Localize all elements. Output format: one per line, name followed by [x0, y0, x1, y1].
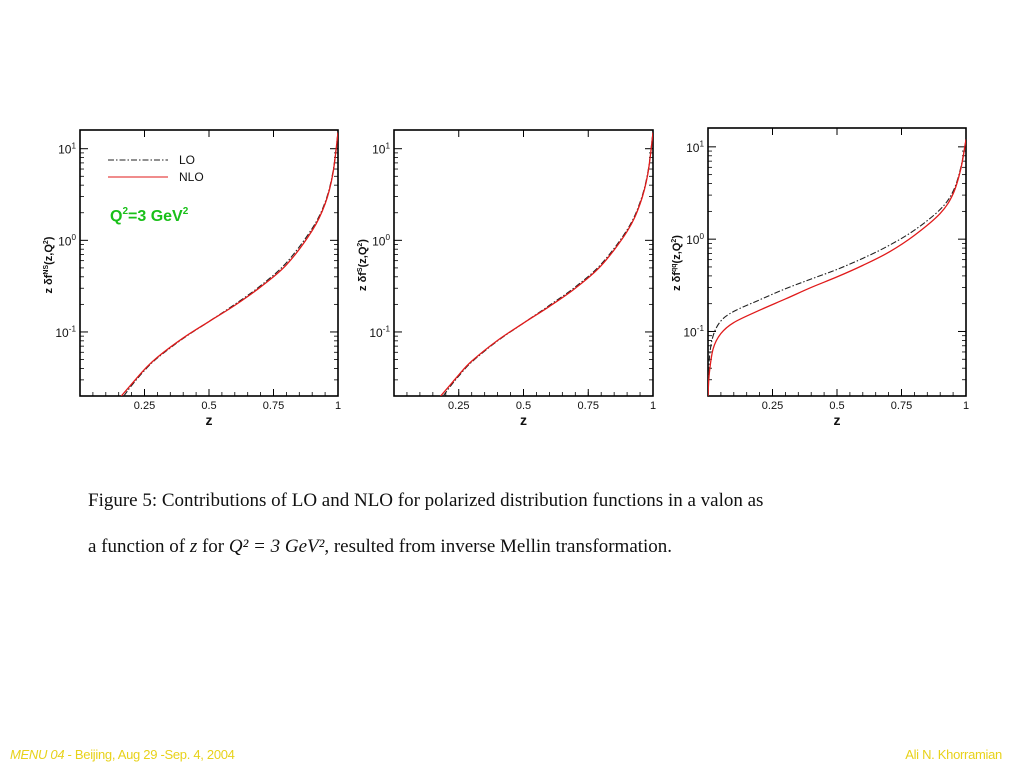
x-tick-label: 0.75: [263, 400, 284, 412]
x-axis-label: z: [834, 412, 841, 428]
y-axis-label: z δfqq(z,Q2): [671, 235, 683, 291]
caption-math: Q² = 3 GeV²: [228, 536, 325, 557]
footer-conference-name: MENU 04: [10, 747, 65, 762]
plot-frame: [707, 127, 967, 397]
series-lo-line: [123, 132, 338, 396]
y-axis-label: z δfNS(z,Q2): [43, 236, 55, 293]
x-tick-label: 0.5: [516, 400, 531, 412]
y-tick-label: 10-1: [683, 324, 704, 339]
caption-line-2: a function of z for Q² = 3 GeV², resulte…: [88, 536, 673, 557]
x-tick-label: 1: [335, 400, 341, 412]
y-axis-label: z δfS(z,Q2): [357, 239, 369, 291]
series-nlo-line: [440, 132, 653, 396]
footer-conference-details: - Beijing, Aug 29 -Sep. 4, 2004: [64, 747, 235, 762]
x-tick-label: 0.5: [829, 400, 844, 412]
y-tick-label: 101: [686, 139, 704, 154]
footer-conference: MENU 04 - Beijing, Aug 29 -Sep. 4, 2004: [10, 747, 235, 762]
chart-panel-2: 0.25 0.5 0.75 1 z 10-1 100 101 z δfS(z,Q2): [357, 129, 656, 428]
y-tick-label: 10-1: [55, 325, 76, 340]
series-nlo-line: [708, 139, 966, 396]
x-tick-label: 1: [650, 400, 656, 412]
x-tick-label: 0.25: [448, 400, 469, 412]
caption-line-1: Figure 5: Contributions of LO and NLO fo…: [88, 490, 764, 511]
y-tick-label: 101: [58, 141, 76, 156]
legend: LO NLO: [108, 153, 204, 184]
x-tick-label: 0.25: [762, 400, 783, 412]
series-lo-line: [442, 132, 653, 396]
figure-panels: 0.25 0.5 0.75 1 z 10-1 100 101 z δfNS(z,Q2) LO NLO…: [43, 127, 969, 428]
y-tick-label: 100: [58, 233, 76, 248]
caption-variable: z: [189, 536, 198, 557]
series-nlo-line: [120, 132, 338, 396]
x-tick-label: 0.75: [578, 400, 599, 412]
x-tick-label: 1: [963, 400, 969, 412]
plot-frame: [79, 129, 339, 397]
y-tick-label: 100: [372, 233, 390, 248]
y-tick-label: 101: [372, 141, 390, 156]
x-tick-label: 0.75: [891, 400, 912, 412]
y-tick-label: 100: [686, 232, 704, 247]
footer-author: Ali N. Khorramian: [905, 747, 1002, 762]
x-axis-label: z: [520, 412, 527, 428]
legend-label-nlo: NLO: [179, 170, 204, 184]
plot-frame: [393, 129, 654, 397]
y-tick-label: 10-1: [369, 325, 390, 340]
chart-annotation: Q2=3 GeV2: [110, 206, 189, 225]
x-axis-label: z: [206, 412, 213, 428]
chart-panel-1: 0.25 0.5 0.75 1 z 10-1 100 101 z δfNS(z,Q2) LO NLO…: [43, 129, 341, 428]
figure-caption: Figure 5: Contributions of LO and NLO fo…: [88, 478, 948, 570]
x-tick-label: 0.5: [201, 400, 216, 412]
chart-panel-3: 0.25 0.5 0.75 1 z 10-1 100 101 z δfqq(z,Q2): [671, 127, 969, 428]
x-tick-label: 0.25: [134, 400, 155, 412]
series-lo-line: [708, 139, 966, 396]
legend-label-lo: LO: [179, 153, 195, 167]
